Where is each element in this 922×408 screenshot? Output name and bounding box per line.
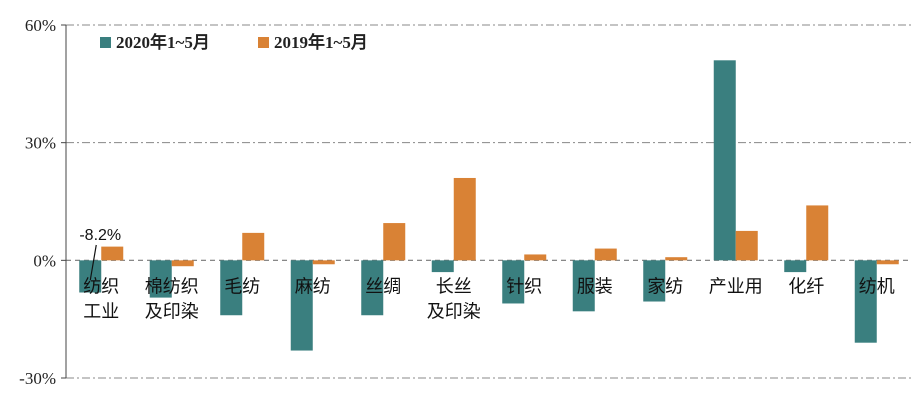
legend-swatch	[258, 37, 269, 48]
legend-label: 2019年1~5月	[274, 32, 368, 52]
bar-2019-8	[665, 257, 688, 261]
bar-2020-7	[572, 260, 595, 312]
bars	[79, 60, 899, 351]
y-tick-label: 60%	[25, 16, 56, 35]
bar-2020-4	[361, 260, 384, 316]
y-tick-label: 30%	[25, 134, 56, 153]
category-label: 家纺	[647, 276, 683, 297]
y-tick-label: 0%	[33, 251, 56, 270]
category-label: 工业	[83, 301, 119, 322]
y-tick-label: -30%	[19, 369, 56, 388]
bar-2019-0	[101, 246, 124, 261]
annotation: -8.2%	[79, 227, 121, 281]
bar-2019-1	[171, 260, 194, 267]
bar-2019-4	[383, 223, 406, 261]
bar-2019-10	[806, 205, 829, 261]
bar-2019-11	[876, 260, 899, 265]
category-label: 及印染	[145, 301, 199, 322]
bar-2020-11	[854, 260, 877, 343]
category-label: 麻纺	[295, 276, 331, 297]
legend: 2020年1~5月 2019年1~5月	[100, 32, 368, 52]
bar-2020-6	[502, 260, 525, 304]
legend-label: 2020年1~5月	[116, 32, 210, 52]
bar-2020-10	[784, 260, 807, 273]
bar-2020-5	[431, 260, 454, 273]
category-label: 丝绸	[365, 276, 401, 297]
category-label: 化纤	[788, 276, 824, 297]
category-label: 及印染	[427, 301, 481, 322]
bar-2019-3	[312, 260, 335, 265]
annotation-leader-line	[89, 244, 97, 281]
bar-2019-9	[735, 230, 758, 261]
bar-2020-1	[149, 260, 172, 298]
category-label: 纺机	[859, 276, 895, 297]
category-label: 针织	[506, 276, 542, 297]
category-label: 纺织	[83, 276, 119, 297]
bar-2019-6	[524, 254, 547, 261]
bar-2019-2	[242, 232, 265, 261]
category-label: 产业用	[709, 276, 763, 297]
bar-2019-7	[594, 248, 617, 261]
y-axis: -30% 0% 30% 60%	[19, 16, 67, 388]
category-label: 毛纺	[224, 276, 260, 297]
category-label: 长丝	[436, 276, 472, 297]
gridlines	[66, 24, 912, 379]
category-label: 服装	[577, 276, 613, 297]
bar-2020-0	[79, 260, 102, 293]
annotation-label: -8.2%	[79, 227, 121, 244]
legend-swatch	[100, 37, 111, 48]
category-label: 棉纺织	[145, 276, 199, 297]
bar-2019-5	[453, 177, 476, 261]
bar-2020-3	[290, 260, 313, 351]
bar-2020-9	[713, 60, 736, 261]
bar-2020-8	[643, 260, 666, 302]
bar-2020-2	[220, 260, 243, 316]
